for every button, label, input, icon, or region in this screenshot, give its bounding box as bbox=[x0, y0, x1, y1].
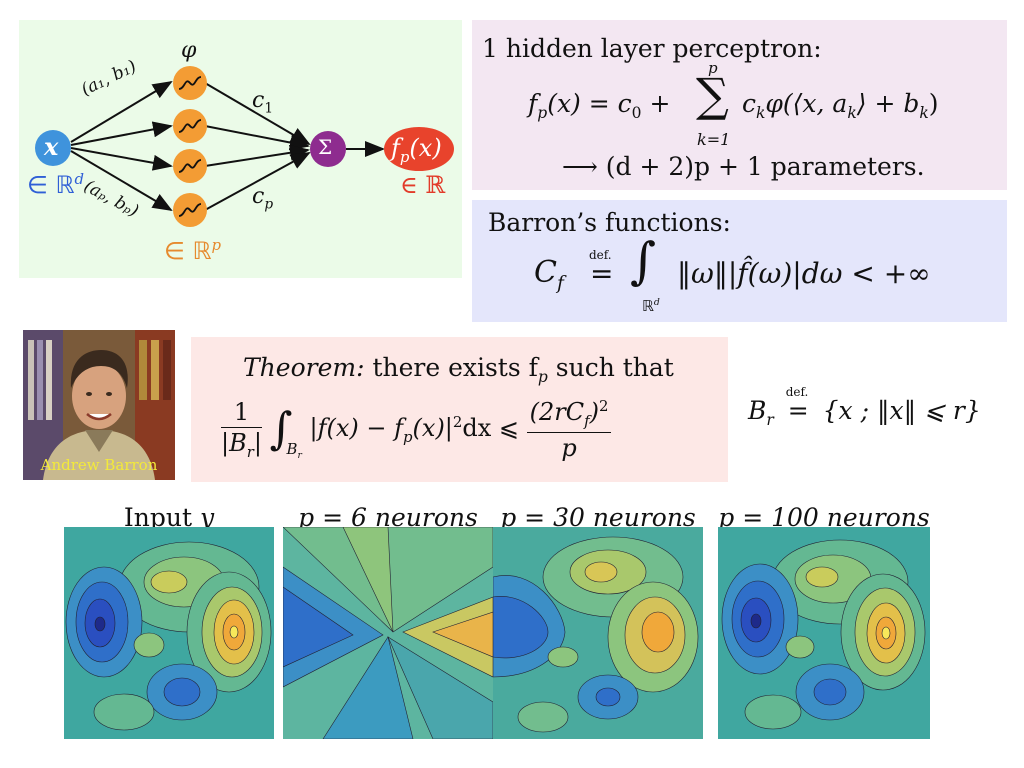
activation-label: φ bbox=[181, 38, 197, 63]
hidden-node bbox=[173, 193, 207, 227]
sum-node-label: Σ bbox=[318, 135, 333, 159]
contour-plot-100 bbox=[718, 527, 930, 739]
barron-panel: Barron’s functions: Cf def. = ∫ ℝd ‖ω‖|f… bbox=[472, 200, 1007, 322]
theorem-integral-symbol: ∫ bbox=[269, 403, 293, 455]
portrait-photo: Andrew Barron bbox=[23, 330, 175, 480]
sum-symbol: ∑ bbox=[696, 68, 729, 122]
sum-node bbox=[310, 131, 346, 167]
barron-lhs: Cf bbox=[534, 255, 564, 294]
hidden-node bbox=[173, 109, 207, 143]
hidden-node bbox=[173, 66, 207, 100]
input-node-label: x bbox=[44, 132, 59, 161]
perceptron-title: 1 hidden layer perceptron: bbox=[482, 34, 822, 63]
theorem-integral-domain: Br bbox=[286, 439, 302, 461]
portrait-caption: Andrew Barron bbox=[40, 456, 158, 474]
def-label: def. bbox=[589, 248, 612, 262]
portrait-image bbox=[23, 330, 175, 480]
hidden-edges bbox=[204, 82, 311, 211]
input-space-label: ∈ ℝd bbox=[27, 170, 85, 199]
ball-definition: Br def. = {x ; ‖x‖ ⩽ r} bbox=[748, 385, 981, 429]
barron-integrand: ‖ω‖|f̂(ω)|dω < +∞ bbox=[677, 257, 931, 290]
def-equals: = bbox=[590, 257, 614, 290]
integral-symbol: ∫ bbox=[630, 232, 657, 290]
fraction-right: (2rCf)2 p bbox=[526, 399, 612, 460]
perceptron-term: ckφ(⟨x, ak⟩ + bk) bbox=[742, 89, 939, 122]
hidden-node bbox=[173, 149, 207, 183]
output-space-label: ∈ ℝ bbox=[400, 171, 446, 199]
sum-lower-limit: k=1 bbox=[697, 130, 731, 149]
hidden-space-label: ∈ ℝp bbox=[164, 236, 222, 265]
fraction-left: 1 |Br| bbox=[221, 397, 262, 461]
theorem-statement: Theorem: there exists fp such that bbox=[243, 353, 674, 386]
input-node bbox=[35, 130, 71, 166]
network-diagram bbox=[35, 66, 454, 227]
weight-top-label: c1 bbox=[252, 88, 273, 117]
contour-plot-30 bbox=[493, 527, 703, 739]
ball-def-label: def. bbox=[785, 385, 809, 399]
perceptron-formula: fp(x) = c0 + bbox=[528, 89, 671, 122]
sum-upper-limit: p bbox=[708, 59, 718, 77]
output-node-label: fp(x) bbox=[391, 134, 442, 166]
weight-bottom-label: cp bbox=[252, 184, 274, 213]
perceptron-panel: 1 hidden layer perceptron: fp(x) = c0 + … bbox=[472, 20, 1007, 190]
hidden-nodes bbox=[173, 66, 207, 227]
theorem-inequality: 1 |Br| ∫Br |f(x) − fp(x)|2dx ⩽ (2rCf)2 p bbox=[221, 397, 612, 461]
theorem-panel: Theorem: there exists fp such that 1 |Br… bbox=[191, 337, 728, 482]
network-diagram-panel: x ∈ ℝd φ ∈ ℝp Σ fp(x) ∈ ℝ (a₁, b₁) (aₚ, … bbox=[19, 20, 462, 278]
output-node bbox=[384, 127, 454, 171]
contour-plot-6 bbox=[283, 527, 493, 739]
input-edges bbox=[70, 80, 173, 212]
integral-domain: ℝd bbox=[642, 297, 660, 315]
barron-title: Barron’s functions: bbox=[488, 208, 731, 237]
contour-plot-input bbox=[64, 527, 274, 739]
theorem-integrand: |f(x) − fp(x)|2dx ⩽ bbox=[309, 412, 520, 446]
parameter-count: ⟶ (d + 2)p + 1 parameters. bbox=[562, 152, 925, 181]
